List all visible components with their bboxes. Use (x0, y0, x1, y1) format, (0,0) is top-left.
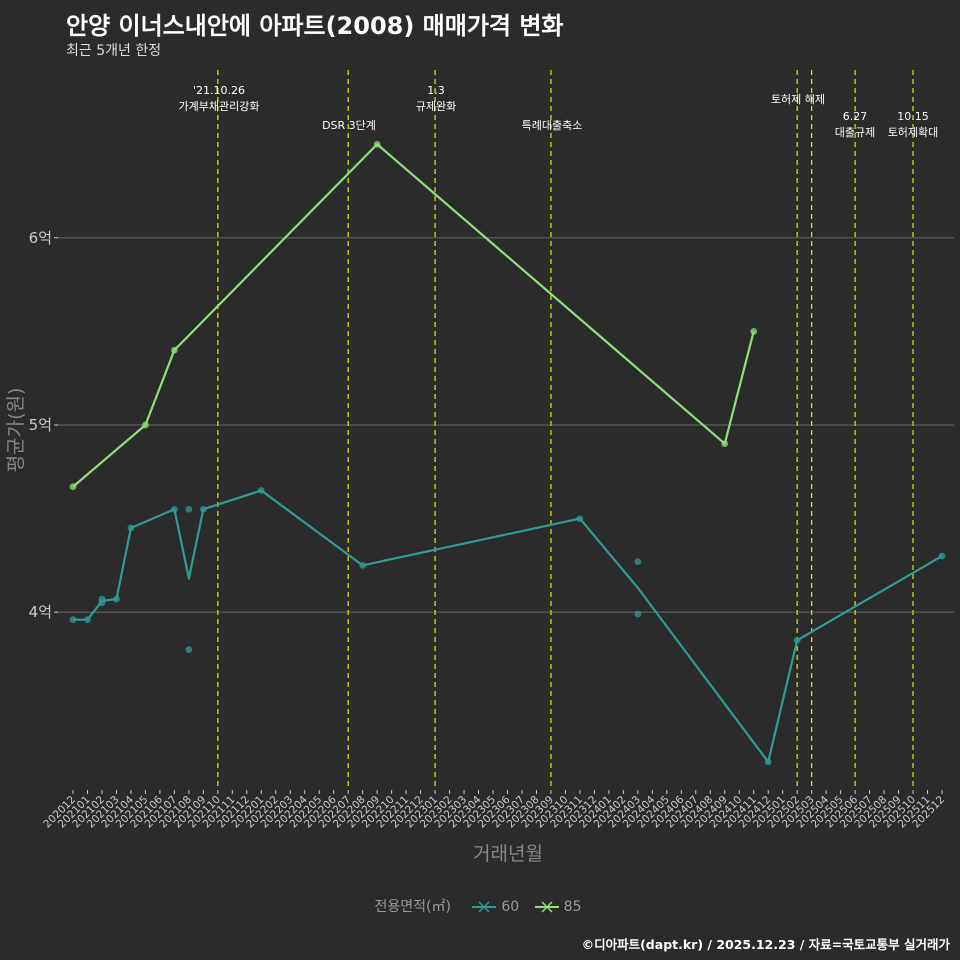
x-axis-ticks: 2020122021012021022021032021042021052021… (41, 790, 947, 830)
event-label: 1.3 (427, 84, 445, 97)
source-caption: ©디아파트(dapt.kr) / 2025.12.23 / 자료=국토교통부 실… (581, 937, 950, 952)
data-point-85 (750, 328, 758, 335)
event-label: 특례대출축소 (522, 119, 583, 132)
data-point-85 (373, 140, 381, 148)
data-point-60 (257, 487, 265, 494)
y-tick-label: 6억 (29, 229, 52, 247)
data-point-60 (938, 552, 946, 560)
data-point-60 (199, 505, 207, 513)
data-point-60 (113, 595, 120, 603)
event-label: 토허제확대 (888, 126, 939, 139)
y-tick-label: 4억 (29, 603, 52, 621)
data-point-60 (793, 636, 801, 644)
data-point-60 (185, 505, 193, 513)
event-label: 6.27 (843, 110, 868, 123)
data-point-60 (127, 524, 135, 532)
data-point-85 (170, 346, 178, 354)
event-label: 10.15 (897, 110, 929, 123)
data-point-85 (721, 440, 729, 448)
legend-title: 전용면적(㎡) (374, 899, 451, 915)
chart-subtitle: 최근 5개년 한정 (66, 43, 162, 59)
chart-title: 안양 이너스내안에 아파트(2008) 매매가격 변화 (66, 12, 564, 40)
data-point-60 (634, 558, 642, 566)
data-point-60 (98, 599, 106, 607)
data-point-60 (764, 758, 772, 766)
legend-label-85: 85 (563, 899, 582, 915)
data-point-60 (185, 646, 193, 654)
event-label: 규제완화 (416, 100, 456, 113)
legend-key-60 (472, 901, 497, 913)
x-axis-title: 거래년월 (473, 843, 543, 865)
data-point-60 (84, 616, 91, 624)
y-axis-ticks: 4억 5억 6억 (29, 229, 58, 621)
legend-key-85 (534, 901, 559, 913)
y-tick-label: 5억 (29, 416, 52, 434)
data-point-60 (69, 616, 77, 624)
event-label: 대출규제 (835, 126, 875, 139)
data-point-60 (170, 505, 178, 513)
event-label: DSR 3단계 (322, 119, 376, 132)
data-point-85 (69, 483, 77, 491)
grid-lines (58, 237, 954, 613)
legend-label-60: 60 (501, 899, 520, 915)
data-point-60 (359, 561, 367, 569)
data-points (69, 140, 946, 766)
data-point-60 (634, 610, 642, 618)
data-point-85 (142, 421, 149, 429)
event-label: 토허제 해제 (771, 92, 825, 106)
legend-item-85: 85 (534, 899, 586, 915)
legend: 전용면적(㎡) 60 85 (0, 896, 960, 916)
legend-item-60: 60 (471, 899, 523, 915)
event-label: '21.10.26 (193, 84, 245, 97)
y-axis-title: 평균가(원) (5, 388, 27, 473)
series-line-85 (72, 143, 755, 488)
data-point-60 (576, 515, 584, 522)
event-label: 가계부채관리강화 (179, 100, 260, 113)
